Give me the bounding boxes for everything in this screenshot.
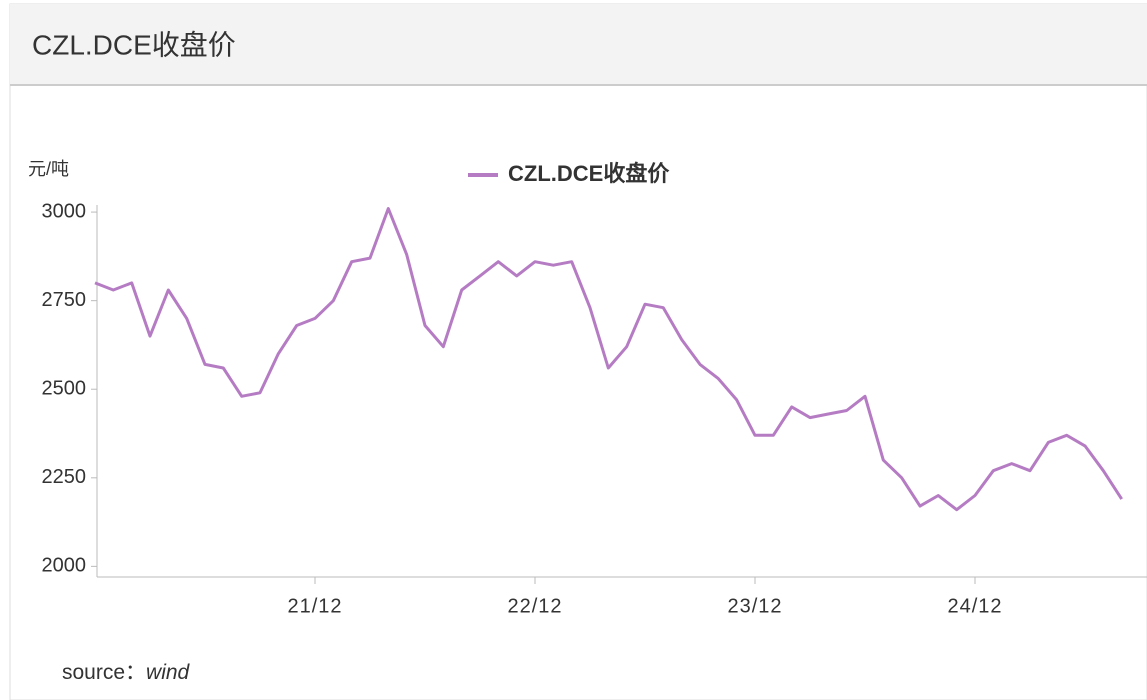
- x-tick-label: 21/12: [287, 595, 342, 617]
- chart-title: CZL.DCE收盘价: [32, 29, 236, 60]
- series-line: [94, 207, 1123, 512]
- y-tick-label: 2500: [42, 378, 87, 400]
- source-label: source：wind: [62, 661, 191, 684]
- y-tick-label: 3000: [42, 200, 87, 222]
- source-value: wind: [146, 661, 191, 684]
- x-tick-label: 24/12: [947, 595, 1002, 617]
- y-tick-label: 2750: [42, 289, 87, 311]
- y-tick-label: 2000: [42, 555, 87, 577]
- unit-label: 元/吨: [28, 159, 69, 179]
- y-tick-label: 2250: [42, 466, 87, 488]
- card-header: [10, 4, 1147, 85]
- x-tick-label: 22/12: [507, 595, 562, 617]
- legend-label: CZL.DCE收盘价: [508, 161, 670, 186]
- source-prefix: source：: [62, 661, 146, 684]
- x-tick-label: 23/12: [727, 595, 782, 617]
